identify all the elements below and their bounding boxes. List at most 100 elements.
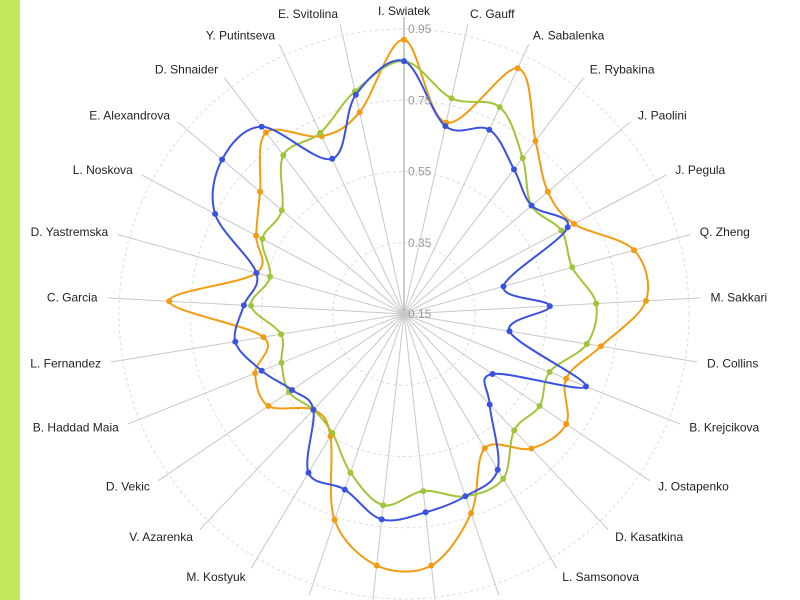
data-point-orange <box>373 562 380 569</box>
category-label: J. Paolini <box>638 108 687 122</box>
radar-spoke <box>223 77 405 315</box>
data-point-blue <box>528 202 535 209</box>
data-point-green <box>583 341 590 347</box>
category-label: M. Keys <box>502 598 545 600</box>
radar-spoke <box>403 174 667 315</box>
data-point-orange <box>263 129 269 136</box>
data-point-orange <box>468 510 475 517</box>
data-point-orange <box>265 403 272 409</box>
category-label: L. Samsonova <box>562 570 639 584</box>
category-label: D. Shnaider <box>155 63 218 77</box>
data-point-orange <box>563 421 570 427</box>
radar-spoke <box>403 313 609 530</box>
data-point-orange <box>597 343 604 350</box>
category-label: J. Ostapenko <box>658 479 729 493</box>
series-line-green <box>249 60 598 507</box>
data-point-green <box>280 152 287 159</box>
data-point-green <box>496 104 503 111</box>
data-point-blue <box>506 328 513 335</box>
data-point-blue <box>486 401 493 408</box>
data-point-green <box>519 155 526 161</box>
radar-spoke <box>250 313 405 569</box>
grid-circle <box>189 99 619 529</box>
category-label: B. Haddad Maia <box>33 421 119 435</box>
data-point-green <box>536 403 543 409</box>
grid-circle <box>118 28 690 600</box>
radar-spoke <box>177 121 405 315</box>
category-label: E. Svitolina <box>278 7 338 21</box>
category-label: Y. Putintseva <box>206 28 275 42</box>
data-point-green <box>278 331 284 338</box>
data-point-blue <box>583 383 589 390</box>
data-point-orange <box>481 445 488 452</box>
category-label: E. Alexandrova <box>89 108 170 122</box>
radar-spoke <box>403 234 691 315</box>
data-point-blue <box>378 516 385 523</box>
radar-spoke <box>403 313 681 425</box>
data-point-orange <box>631 247 637 254</box>
radar-spoke <box>403 77 585 315</box>
data-point-orange <box>514 65 521 72</box>
grid-circle <box>332 242 476 386</box>
data-point-orange <box>401 36 407 43</box>
radar-spoke <box>372 313 405 600</box>
data-point-green <box>278 359 285 366</box>
radar-spoke <box>403 313 500 596</box>
data-point-blue <box>352 91 359 98</box>
grid-circle <box>261 171 547 457</box>
radar-spoke <box>117 234 405 315</box>
radar-spoke <box>403 313 698 363</box>
data-point-green <box>558 227 565 234</box>
radial-tick-label: 0.35 <box>408 236 432 250</box>
data-point-green <box>267 273 274 280</box>
radar-spoke <box>110 313 405 363</box>
data-point-blue <box>489 371 496 377</box>
category-label: M. Sakkari <box>711 290 768 304</box>
data-point-green <box>511 427 518 434</box>
data-point-orange <box>563 375 570 382</box>
data-point-blue <box>341 486 348 493</box>
category-label: E. Rybakina <box>590 63 655 77</box>
data-point-green <box>500 475 507 482</box>
data-point-orange <box>252 370 259 377</box>
data-point-blue <box>500 283 507 290</box>
data-point-orange <box>257 188 264 195</box>
data-point-green <box>448 95 455 102</box>
data-point-blue <box>240 302 247 309</box>
data-point-blue <box>232 338 239 345</box>
series-orange <box>166 36 650 573</box>
data-point-green <box>593 300 600 307</box>
data-point-orange <box>528 445 535 452</box>
category-label: Q. Zheng <box>700 225 750 239</box>
category-label: I. Swiatek <box>378 4 431 18</box>
category-label: C. Garcia <box>47 290 98 304</box>
data-point-green <box>248 302 254 309</box>
data-point-blue <box>442 123 449 130</box>
data-point-orange <box>260 334 267 341</box>
radar-spoke <box>403 23 469 315</box>
category-label: B. Krejcikova <box>689 421 759 435</box>
radial-tick-label: 0.95 <box>408 22 432 36</box>
radial-tick-label: 0.15 <box>408 307 432 321</box>
radar-spoke <box>403 121 631 315</box>
category-label: D. Yastremska <box>31 225 109 239</box>
data-point-blue <box>258 367 265 374</box>
data-point-green <box>329 430 336 436</box>
data-point-green <box>317 129 324 136</box>
data-point-green <box>347 469 354 476</box>
data-point-blue <box>289 387 295 393</box>
radial-tick-label: 0.75 <box>408 93 432 107</box>
data-point-orange <box>356 109 363 116</box>
data-point-orange <box>642 297 649 304</box>
data-point-orange <box>571 220 577 227</box>
data-point-blue <box>486 126 493 133</box>
radar-grid <box>118 28 690 600</box>
radar-series <box>166 36 650 573</box>
radar-spoke <box>403 313 436 600</box>
data-point-green <box>259 235 266 242</box>
data-point-blue <box>305 469 312 476</box>
category-label: V. Azarenka <box>129 530 193 544</box>
data-point-orange <box>544 188 551 195</box>
data-point-blue <box>253 270 260 276</box>
